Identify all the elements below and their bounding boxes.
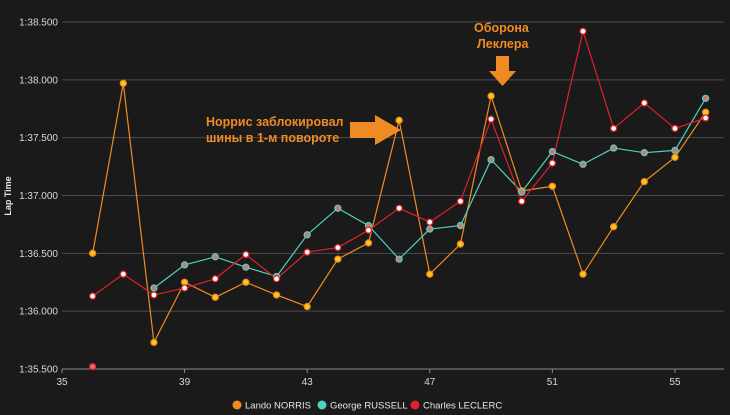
data-point-leclerc bbox=[487, 115, 495, 123]
legend-label-norris: Lando NORRIS bbox=[245, 401, 311, 412]
data-point-russell bbox=[487, 155, 495, 164]
annotation-norris-arrow-icon bbox=[350, 115, 401, 145]
y-gridlines bbox=[62, 21, 724, 370]
data-point-norris bbox=[610, 223, 618, 231]
y-axis-label: Lap Time bbox=[3, 176, 13, 215]
data-point-leclerc bbox=[671, 124, 679, 133]
data-point-norris bbox=[640, 177, 648, 186]
data-point-norris bbox=[334, 255, 342, 263]
data-point-norris bbox=[88, 249, 97, 257]
data-point-norris bbox=[395, 116, 403, 124]
legend-swatch-norris bbox=[232, 400, 242, 410]
y-tick-label: 1:37.000 bbox=[19, 191, 58, 202]
annotation-norris: Норрис заблокировал шины в 1-м повороте bbox=[206, 115, 401, 145]
legend-label-leclerc: Charles LECLERC bbox=[423, 401, 502, 412]
data-point-russell bbox=[211, 253, 219, 261]
data-point-leclerc bbox=[180, 284, 189, 292]
data-point-leclerc bbox=[456, 197, 465, 205]
data-point-norris bbox=[487, 92, 495, 100]
data-point-norris bbox=[242, 278, 250, 286]
y-tick-label: 1:36.500 bbox=[19, 249, 58, 260]
data-point-leclerc bbox=[150, 291, 158, 299]
data-point-russell bbox=[548, 147, 557, 156]
data-point-russell bbox=[701, 94, 710, 102]
data-point-norris bbox=[119, 79, 127, 87]
data-point-norris bbox=[364, 239, 373, 247]
series-lines bbox=[92, 30, 707, 343]
data-point-leclerc bbox=[610, 124, 618, 133]
data-point-russell bbox=[671, 146, 679, 155]
y-tick-label: 1:35.500 bbox=[19, 365, 58, 376]
data-point-norris bbox=[456, 240, 465, 248]
legend-item-norris: Lando NORRIS bbox=[232, 400, 311, 412]
data-point-leclerc bbox=[364, 226, 373, 234]
data-point-russell bbox=[303, 231, 311, 239]
x-tick-label: 47 bbox=[424, 377, 436, 388]
annotation-norris-line-1: Норрис заблокировал bbox=[206, 115, 344, 129]
data-point-leclerc bbox=[334, 243, 342, 252]
data-point-russell bbox=[150, 284, 158, 292]
series-markers bbox=[88, 27, 710, 371]
data-point-norris bbox=[272, 291, 281, 299]
data-point-norris bbox=[150, 338, 158, 347]
data-point-norris bbox=[701, 108, 710, 116]
data-point-leclerc bbox=[211, 275, 219, 283]
data-point-leclerc bbox=[303, 248, 311, 256]
legend-swatch-russell bbox=[317, 400, 327, 410]
data-point-russell bbox=[334, 204, 342, 212]
data-point-russell bbox=[518, 188, 526, 196]
annotation-norris-line-2: шины в 1-м повороте bbox=[206, 131, 339, 145]
x-tick-labels: 35 39 43 47 51 55 bbox=[56, 369, 681, 388]
data-point-russell bbox=[426, 225, 434, 233]
data-point-russell bbox=[395, 255, 403, 263]
annotation-leclerc: Оборона Леклера bbox=[474, 21, 530, 86]
data-point-norris bbox=[671, 153, 679, 161]
annotation-leclerc-arrow-icon bbox=[489, 56, 516, 86]
y-tick-label: 1:38.500 bbox=[19, 18, 58, 29]
y-tick-label: 1:38.000 bbox=[19, 75, 58, 86]
data-point-outlier bbox=[88, 363, 97, 371]
data-point-leclerc bbox=[119, 270, 127, 278]
x-tick-label: 55 bbox=[669, 377, 681, 388]
data-point-russell bbox=[579, 160, 587, 168]
legend-item-leclerc: Charles LECLERC bbox=[410, 400, 502, 412]
data-point-russell bbox=[610, 144, 618, 152]
y-tick-labels: 1:35.500 1:36.000 1:36.500 1:37.000 1:37.500… bbox=[19, 18, 58, 376]
data-point-russell bbox=[242, 263, 250, 271]
data-point-russell bbox=[456, 221, 465, 230]
data-point-leclerc bbox=[579, 27, 587, 35]
legend-item-russell: George RUSSELL bbox=[317, 400, 408, 412]
annotation-leclerc-line-2: Леклера bbox=[477, 37, 529, 51]
data-point-leclerc bbox=[426, 218, 434, 226]
data-point-norris bbox=[211, 293, 219, 301]
legend-swatch-leclerc bbox=[410, 400, 420, 410]
data-point-russell bbox=[640, 149, 648, 157]
data-point-leclerc bbox=[640, 99, 648, 107]
data-point-leclerc bbox=[518, 197, 526, 205]
data-point-norris bbox=[548, 182, 557, 190]
data-point-norris bbox=[180, 278, 189, 286]
x-tick-label: 35 bbox=[56, 377, 68, 388]
data-point-leclerc bbox=[272, 275, 281, 283]
legend-label-russell: George RUSSELL bbox=[330, 401, 408, 412]
annotation-leclerc-line-1: Оборона bbox=[474, 21, 530, 35]
data-point-norris bbox=[426, 270, 434, 278]
data-point-leclerc bbox=[242, 250, 250, 259]
y-tick-label: 1:37.500 bbox=[19, 133, 58, 144]
x-tick-label: 39 bbox=[179, 377, 191, 388]
data-point-leclerc bbox=[88, 292, 97, 300]
data-point-russell bbox=[180, 261, 189, 269]
x-tick-label: 43 bbox=[302, 377, 314, 388]
data-point-leclerc bbox=[395, 204, 403, 212]
data-point-norris bbox=[303, 302, 311, 311]
data-point-leclerc bbox=[548, 159, 557, 167]
data-point-norris bbox=[579, 270, 587, 278]
x-tick-label: 51 bbox=[547, 377, 559, 388]
legend: Lando NORRIS George RUSSELL Charles LECL… bbox=[232, 400, 502, 412]
y-tick-label: 1:36.000 bbox=[19, 307, 58, 318]
data-point-leclerc bbox=[701, 114, 710, 122]
